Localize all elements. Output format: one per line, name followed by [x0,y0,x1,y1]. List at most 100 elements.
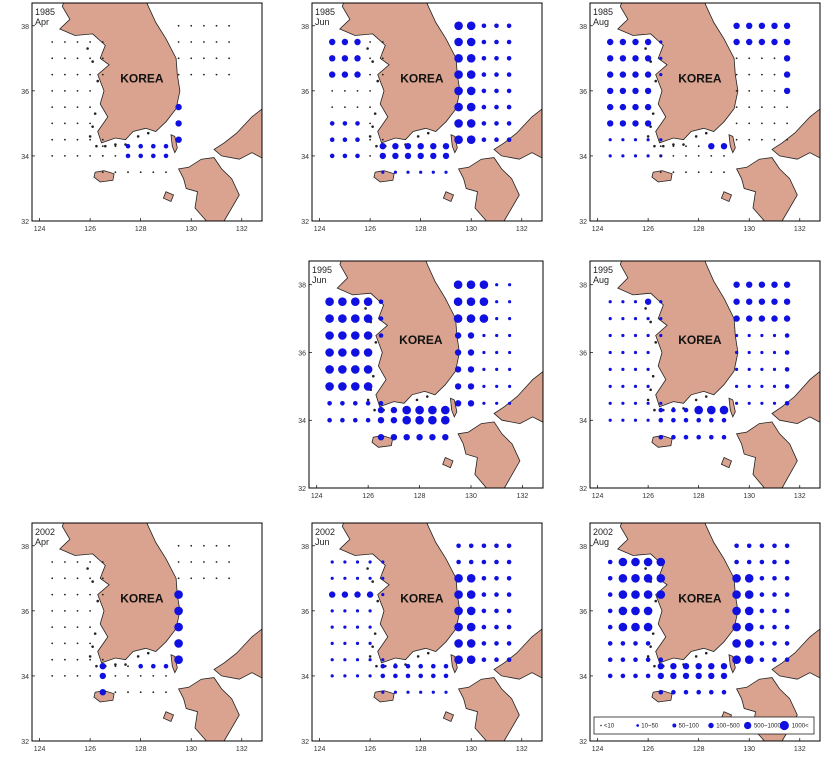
tsushima-island [449,397,458,418]
station-marker [381,41,384,43]
map-frame [31,522,263,742]
station-marker [51,57,54,60]
station-marker [64,561,66,563]
station-marker [481,137,487,142]
station-marker [428,405,437,415]
tsushima-island [450,134,458,154]
legend-label: <10 [604,724,615,730]
station-marker [761,73,763,76]
lon-tick-label: 132 [516,746,528,753]
station-marker [466,297,476,306]
islet [373,632,377,635]
station-marker [331,90,334,92]
station-marker [772,350,777,355]
station-marker [89,610,91,612]
station-marker [369,57,371,60]
korea-label: KOREA [400,592,444,606]
station-marker [621,384,625,388]
station-marker [354,71,361,78]
station-marker [708,663,715,670]
station-marker [771,281,778,288]
station-marker [633,641,638,646]
station-marker [708,143,715,150]
station-marker [758,281,766,288]
islet [416,135,420,138]
station-marker [607,576,613,581]
station-marker [783,38,791,46]
station-marker [481,121,487,126]
lat-tick-label: 36 [21,609,29,616]
station-marker [607,38,614,46]
station-marker [733,298,740,305]
station-marker [89,57,91,60]
station-marker [390,406,398,414]
map-frame [311,522,543,742]
station-marker [378,401,384,406]
station-marker [64,577,66,580]
station-marker [405,663,411,669]
islet [96,79,100,83]
station-marker [784,576,790,581]
station-marker [784,559,790,565]
station-marker [466,639,476,648]
station-marker [418,673,423,679]
station-marker [343,641,347,645]
station-marker [621,138,625,142]
station-marker [506,56,512,61]
lat-tick-label: 36 [579,89,587,96]
islet [114,663,117,666]
station-marker [644,103,652,111]
station-marker [177,24,180,27]
station-marker [618,622,628,632]
lat-tick-label: 34 [301,674,309,681]
station-marker [330,641,334,645]
islet [366,398,370,402]
station-marker [466,622,476,632]
station-marker [203,24,205,27]
station-marker [734,543,739,549]
station-marker [190,561,193,563]
japan-kyushu-landmass [457,421,521,488]
lat-tick-label: 36 [579,609,587,616]
tsushima-island [728,654,736,674]
japan-island [442,456,454,469]
station-marker [343,609,347,613]
station-marker [381,57,384,60]
station-marker [466,655,476,664]
station-marker [51,610,54,612]
station-marker [786,138,788,141]
lon-tick-label: 126 [362,493,374,500]
islet [136,655,140,658]
station-marker [783,315,791,322]
station-marker [356,90,359,92]
station-marker [325,382,334,391]
station-marker [51,561,54,563]
station-marker [355,674,360,678]
lat-tick-label: 32 [579,486,587,493]
station-marker [89,658,91,661]
lon-tick-label: 132 [236,226,248,233]
station-marker [454,400,462,407]
islet [426,651,430,655]
korea-landmass [339,3,461,144]
station-marker [380,663,386,669]
lat-tick-label: 38 [298,283,306,290]
station-marker [657,672,664,680]
station-marker [114,171,117,174]
islet [425,395,429,398]
station-marker [343,625,347,629]
station-marker [771,315,778,322]
islet [371,580,374,583]
japan-island [720,456,733,469]
station-marker [607,87,614,95]
station-marker [735,401,739,405]
station-marker [631,622,640,632]
korea-label: KOREA [678,72,722,86]
station-marker [709,434,714,440]
station-marker [127,675,129,677]
station-marker [341,71,349,78]
islet [644,567,647,570]
lat-tick-label: 36 [301,609,309,616]
